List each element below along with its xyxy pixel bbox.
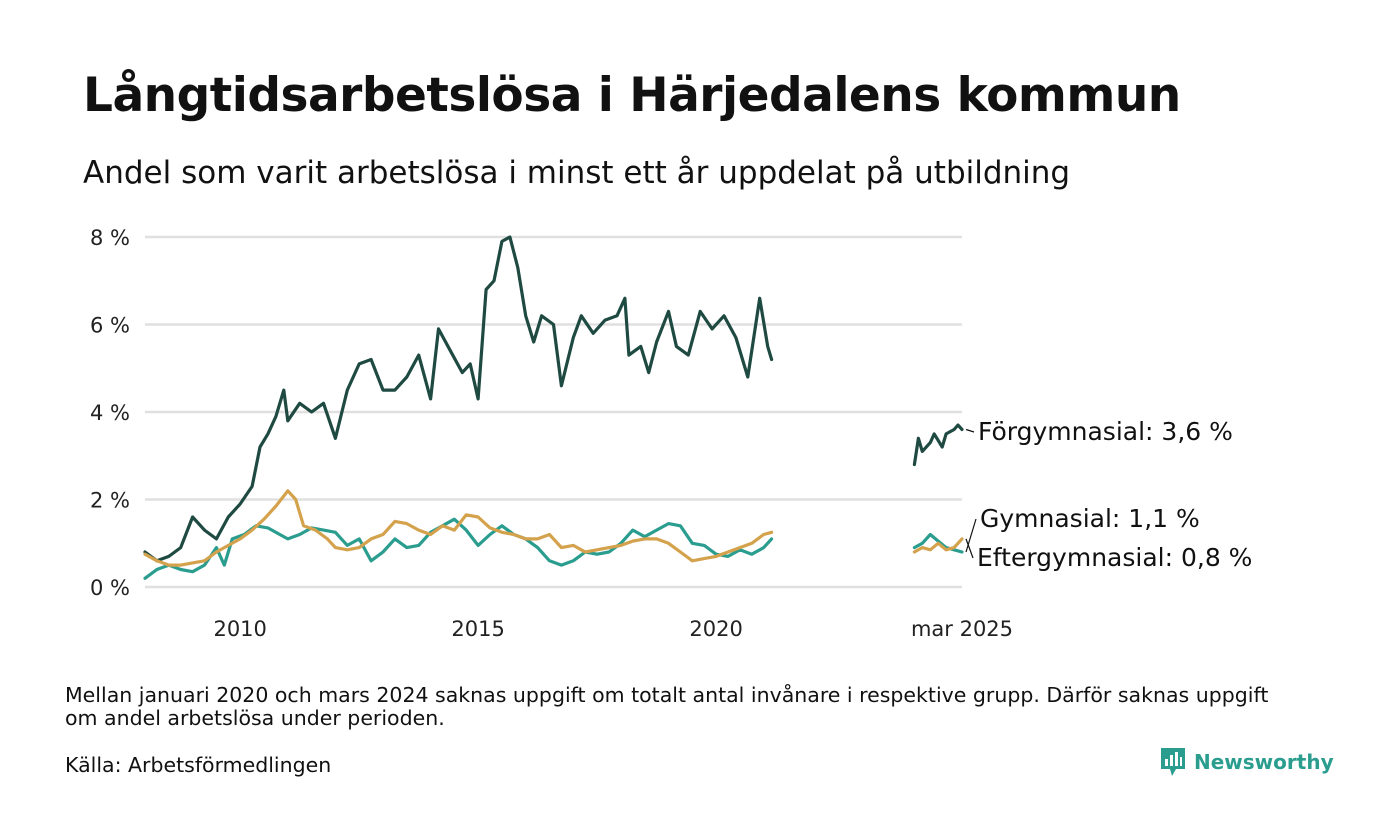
label-leader-line: [965, 518, 977, 553]
source-text: Källa: Arbetsförmedlingen: [65, 753, 332, 777]
series-gymnasial: [143, 517, 964, 580]
line-chart: 0 % 2 % 4 % 6 % 8 % 2010 2015 2020 mar 2025 Förg…: [90, 226, 1252, 641]
label-leader-line: [965, 428, 975, 433]
y-tick-label: 4 %: [90, 401, 130, 425]
series-lines: [143, 235, 964, 580]
brand-name: Newsworthy: [1194, 750, 1334, 774]
end-label: Förgymnasial: 3,6 %: [978, 417, 1233, 446]
label-leader-line: [965, 538, 974, 559]
end-labels: Förgymnasial: 3,6 % Gymnasial: 1,1 % Efter…: [965, 417, 1252, 572]
end-label: Eftergymnasial: 0,8 %: [977, 543, 1252, 572]
chart-subtitle: Andel som varit arbetslösa i minst ett å…: [83, 155, 1071, 191]
series-line: [912, 532, 964, 554]
series-eftergymnasial: [143, 489, 964, 567]
series-line: [912, 423, 964, 467]
x-tick-label: 2015: [451, 617, 504, 641]
grid-lines: [145, 235, 962, 589]
x-tick-label: mar 2025: [911, 617, 1013, 641]
footnote: Mellan januari 2020 och mars 2024 saknas…: [65, 683, 1269, 730]
series-förgymnasial: [143, 235, 964, 563]
y-tick-label: 0 %: [90, 576, 130, 600]
end-label: Gymnasial: 1,1 %: [980, 504, 1200, 533]
y-tick-label: 8 %: [90, 226, 130, 250]
y-tick-label: 2 %: [90, 489, 130, 513]
series-line: [143, 489, 774, 567]
x-tick-label: 2010: [213, 617, 266, 641]
brand-logo: Newsworthy: [1160, 747, 1334, 777]
axis-labels: 0 % 2 % 4 % 6 % 8 % 2010 2015 2020 mar 2025: [90, 226, 1013, 641]
series-line: [143, 235, 774, 563]
chart-title: Långtidsarbetslösa i Härjedalens kommun: [83, 68, 1181, 123]
series-line: [912, 537, 964, 554]
newsworthy-logo-icon: [1161, 748, 1185, 776]
y-tick-label: 6 %: [90, 314, 130, 338]
x-tick-label: 2020: [689, 617, 742, 641]
